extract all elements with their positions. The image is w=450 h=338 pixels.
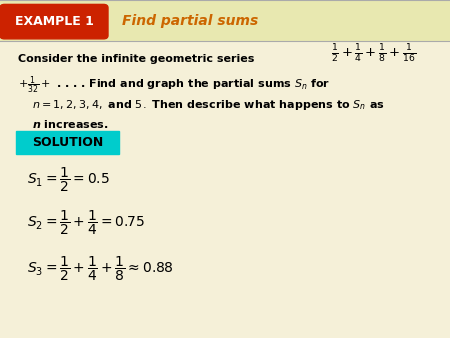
FancyBboxPatch shape (16, 131, 119, 154)
Text: SOLUTION: SOLUTION (32, 137, 103, 149)
Text: EXAMPLE 1: EXAMPLE 1 (14, 15, 94, 28)
Text: Find partial sums: Find partial sums (122, 14, 258, 28)
Text: $\boldsymbol{n}$ increases.: $\boldsymbol{n}$ increases. (32, 118, 108, 130)
Text: $\frac{1}{2}+\frac{1}{4}+\frac{1}{8}+\frac{1}{16}$: $\frac{1}{2}+\frac{1}{4}+\frac{1}{8}+\fr… (331, 43, 416, 65)
FancyBboxPatch shape (0, 4, 108, 39)
Text: $+\frac{1}{32}+$ . . . . Find and graph the partial sums $S_n$ for: $+\frac{1}{32}+$ . . . . Find and graph … (18, 74, 330, 96)
Text: Consider the infinite geometric series: Consider the infinite geometric series (18, 54, 254, 64)
Text: $S_1 = \dfrac{1}{2} = 0.5$: $S_1 = \dfrac{1}{2} = 0.5$ (27, 166, 110, 194)
Text: $S_3 = \dfrac{1}{2} + \dfrac{1}{4} + \dfrac{1}{8} \approx 0.88$: $S_3 = \dfrac{1}{2} + \dfrac{1}{4} + \df… (27, 255, 174, 283)
FancyBboxPatch shape (0, 0, 450, 41)
Text: $n=1, 2, 3, 4,$ and $5.$ Then describe what happens to $S_n$ as: $n=1, 2, 3, 4,$ and $5.$ Then describe w… (32, 98, 384, 112)
Text: $S_2 = \dfrac{1}{2} + \dfrac{1}{4} = 0.75$: $S_2 = \dfrac{1}{2} + \dfrac{1}{4} = 0.7… (27, 209, 145, 237)
